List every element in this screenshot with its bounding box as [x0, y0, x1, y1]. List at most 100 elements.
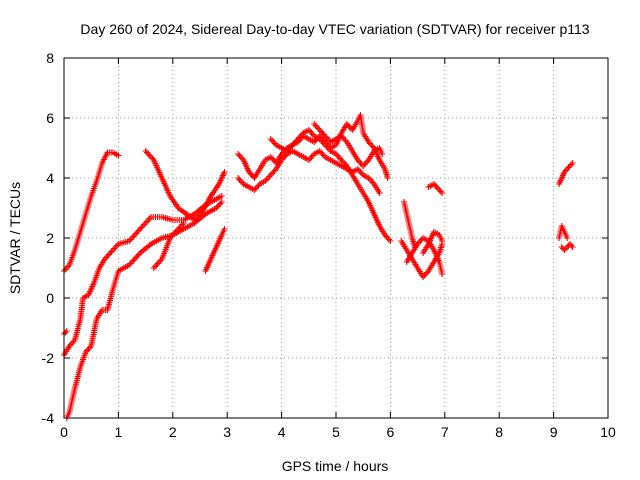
data-point	[135, 227, 142, 234]
x-tick-label: 1	[115, 424, 123, 440]
data-point	[138, 224, 145, 231]
x-tick-label: 8	[495, 424, 503, 440]
y-tick-labels: -4 -2 0 2 4 6 8	[42, 50, 55, 426]
data-point	[267, 172, 274, 178]
data-point	[135, 251, 142, 258]
data-point	[323, 143, 330, 150]
data-point	[322, 133, 329, 139]
data-point	[566, 241, 573, 247]
series-track-8	[235, 112, 391, 181]
y-tick-label: 6	[46, 110, 54, 126]
axis-ticks	[63, 57, 609, 419]
data-point	[270, 169, 277, 175]
data-point	[145, 151, 152, 157]
data-point	[322, 142, 329, 148]
series-track-14	[403, 235, 446, 277]
data-point	[130, 257, 137, 264]
data-point	[154, 260, 161, 267]
data-point	[384, 235, 391, 241]
series-track-17	[556, 160, 576, 187]
y-tick-label: 4	[46, 170, 54, 186]
data-point	[142, 220, 149, 226]
data-point	[319, 139, 326, 145]
data-point	[146, 215, 153, 222]
data-point	[379, 151, 386, 157]
data-point	[323, 134, 330, 141]
data-point	[111, 245, 118, 252]
data-point	[435, 185, 441, 192]
data-points	[61, 112, 576, 421]
data-point	[266, 173, 273, 180]
data-point	[356, 167, 363, 174]
data-point	[337, 155, 344, 162]
data-point	[112, 244, 119, 250]
data-point	[248, 172, 255, 178]
data-point	[236, 152, 243, 159]
data-point	[143, 149, 150, 156]
data-point	[267, 136, 274, 142]
x-axis-label: GPS time / hours	[282, 458, 389, 474]
data-point	[564, 235, 571, 241]
gridlines	[64, 58, 608, 418]
data-point	[237, 178, 244, 184]
data-point	[564, 166, 571, 172]
data-point	[152, 263, 159, 270]
y-tick-label: -2	[42, 350, 55, 366]
data-point	[362, 160, 369, 166]
data-point	[62, 329, 69, 336]
chart-title: Day 260 of 2024, Sidereal Day-to-day VTE…	[80, 21, 589, 37]
data-point	[437, 188, 444, 195]
y-tick-label: 8	[46, 50, 54, 66]
data-point	[129, 235, 135, 241]
data-point	[439, 271, 446, 277]
data-point	[432, 182, 439, 189]
data-point	[134, 253, 141, 259]
data-point	[237, 154, 244, 160]
series-track-7	[202, 226, 228, 274]
x-tick-labels: 0 1 2 3 4 5 6 7 8 9 10	[60, 424, 616, 440]
data-point	[235, 151, 242, 157]
series-track-6	[150, 220, 187, 271]
series-track-15	[420, 229, 446, 256]
x-tick-label: 7	[441, 424, 449, 440]
data-point	[361, 161, 368, 168]
x-tick-label: 6	[387, 424, 395, 440]
series-track-5	[142, 148, 228, 223]
data-point	[85, 346, 92, 352]
series-track-1	[61, 149, 122, 274]
data-point	[562, 245, 569, 252]
data-point	[436, 187, 443, 193]
data-point	[311, 121, 318, 127]
data-point	[148, 154, 155, 160]
x-tick-label: 9	[550, 424, 558, 440]
y-tick-label: 0	[46, 290, 54, 306]
data-point	[130, 233, 137, 240]
data-point	[318, 128, 325, 135]
data-point	[104, 253, 111, 259]
data-point	[146, 152, 153, 159]
data-point	[129, 259, 135, 265]
data-point	[221, 226, 228, 232]
data-point	[566, 163, 573, 169]
data-point	[320, 131, 327, 138]
series-track-11	[311, 121, 386, 169]
data-point	[63, 328, 70, 334]
data-point	[108, 248, 115, 255]
data-point	[69, 340, 76, 346]
data-point	[384, 175, 391, 181]
data-point	[439, 190, 446, 196]
x-tick-label: 10	[600, 424, 616, 440]
data-point	[235, 175, 242, 181]
data-point	[216, 202, 223, 208]
data-point	[107, 250, 114, 256]
data-point	[386, 236, 393, 243]
data-point	[558, 244, 565, 250]
data-point	[346, 124, 353, 130]
data-point	[318, 149, 325, 156]
data-point	[109, 247, 116, 253]
data-point	[115, 152, 122, 159]
data-point	[105, 251, 112, 258]
data-point	[150, 265, 157, 271]
data-point	[422, 271, 429, 277]
